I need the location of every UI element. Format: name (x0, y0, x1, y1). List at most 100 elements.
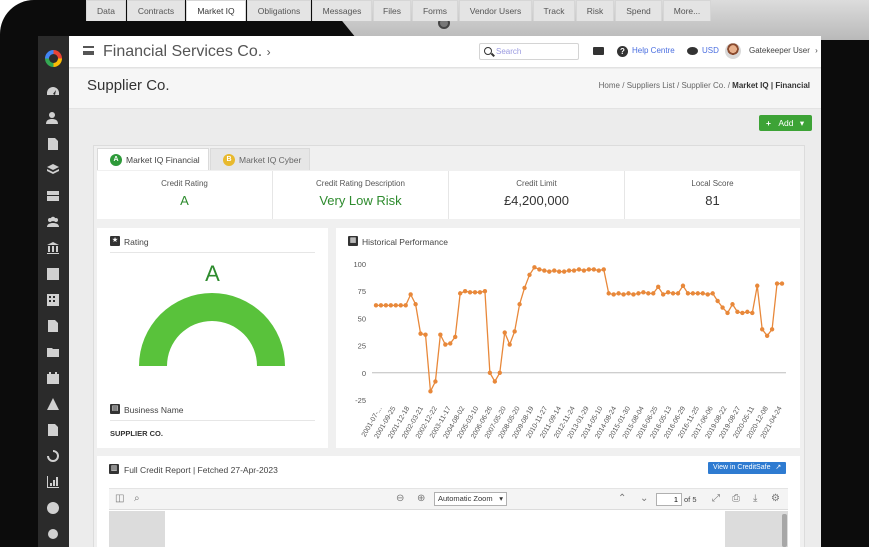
pdf-scrollbar[interactable] (782, 514, 787, 547)
tab-forms[interactable]: Forms (412, 0, 458, 21)
data-point (403, 303, 408, 308)
breadcrumb-suppliers[interactable]: Suppliers List (626, 81, 675, 90)
data-point (423, 332, 428, 337)
divider (110, 420, 315, 421)
data-point (492, 379, 498, 384)
kpi-value: £4,200,000 (503, 193, 570, 208)
bank-icon[interactable] (46, 241, 60, 255)
grid-icon[interactable] (46, 293, 60, 307)
mail-icon[interactable] (593, 47, 604, 55)
view-in-creditsafe-button[interactable]: View in CreditSafe ↗ (708, 462, 786, 474)
data-point (656, 284, 661, 290)
tab-vendor-users[interactable]: Vendor Users (459, 0, 532, 21)
data-point (373, 303, 379, 308)
tab-market-iq[interactable]: Market IQ (186, 0, 246, 21)
tab-track[interactable]: Track (533, 0, 575, 21)
data-point (413, 302, 418, 307)
zoom-out-icon[interactable]: ⊖ (396, 493, 405, 504)
checklist-icon[interactable] (46, 423, 60, 437)
print-icon[interactable]: ⎙ (732, 493, 740, 504)
data-point (685, 291, 691, 296)
gauge-fill (139, 293, 285, 366)
breadcrumb-separator: / (676, 81, 680, 90)
kpi-value: A (180, 193, 189, 208)
dashboard-icon[interactable] (46, 85, 60, 99)
kpi-label: Credit Rating Description (316, 179, 405, 188)
data-point (502, 330, 507, 335)
download-icon[interactable]: ⤓ (753, 493, 758, 504)
tab-obligations[interactable]: Obligations (247, 0, 311, 21)
currency-selector[interactable]: USD (702, 46, 719, 55)
search-icon[interactable]: ⌕ (134, 493, 140, 504)
calendar-icon[interactable] (46, 371, 60, 385)
tab-spend[interactable]: Spend (615, 0, 662, 21)
tab-messages[interactable]: Messages (312, 0, 372, 21)
data-point (675, 291, 681, 296)
rating-badge-b: B (223, 154, 235, 166)
document-icon[interactable] (46, 319, 60, 333)
history-icon[interactable] (46, 449, 60, 463)
warning-icon[interactable] (46, 397, 60, 411)
subtab-market-iq-financial[interactable]: A Market IQ Financial (97, 148, 209, 170)
folder-icon[interactable] (46, 345, 60, 359)
app-logo[interactable] (45, 50, 62, 67)
settings-icon[interactable]: ⚙ (771, 493, 780, 504)
previous-page-icon[interactable]: ⌃ (618, 493, 627, 504)
rating-card: ★ Rating A ▤ Business Name SUPPLIER CO. (97, 228, 328, 448)
search-input[interactable]: Search (479, 43, 579, 60)
kpi-local-score: Local Score 81 (625, 171, 800, 219)
kpi-label: Credit Rating (161, 179, 208, 188)
chevron-down-icon: ▾ (499, 494, 503, 503)
breadcrumb-home[interactable]: Home (598, 81, 620, 90)
currency-icon[interactable] (687, 47, 698, 55)
chevron-right-icon: › (815, 46, 818, 55)
data-point (626, 291, 631, 296)
help-icon[interactable]: ? (617, 46, 628, 57)
tab-more[interactable]: More... (663, 0, 711, 21)
tab-files[interactable]: Files (373, 0, 411, 21)
menu-icon[interactable] (83, 46, 94, 55)
avatar[interactable] (725, 43, 741, 59)
zoom-select[interactable]: Automatic Zoom ▾ (434, 492, 507, 506)
data-point (646, 291, 651, 296)
subtab-label: Market IQ Cyber (239, 155, 302, 165)
fullscreen-icon[interactable]: ⤢ (712, 493, 720, 504)
tab-risk[interactable]: Risk (576, 0, 614, 21)
star-box-icon[interactable] (46, 267, 60, 281)
archive-icon[interactable] (46, 189, 60, 203)
tab-contracts[interactable]: Contracts (127, 0, 185, 21)
data-point (556, 269, 562, 274)
next-page-icon[interactable]: ⌄ (640, 493, 649, 504)
y-tick-label: 100 (353, 260, 366, 269)
divider (110, 252, 315, 253)
chart-icon[interactable] (46, 475, 60, 489)
user-menu[interactable]: Gatekeeper User › (749, 46, 818, 55)
breadcrumb-separator: / (622, 81, 625, 90)
kpi-credit-rating: Credit Rating A (97, 171, 273, 219)
sidebar-toggle-icon[interactable]: ◫ (115, 493, 125, 504)
caret-down-icon: ▾ (799, 118, 805, 128)
settings-icon[interactable] (46, 527, 60, 541)
subtab-market-iq-cyber[interactable]: B Market IQ Cyber (210, 148, 310, 170)
chart-icon: ▦ (348, 236, 358, 246)
page-number-input[interactable]: 1 (656, 493, 682, 506)
contracts-icon[interactable] (46, 137, 60, 151)
add-button[interactable]: + Add ▾ (759, 115, 812, 131)
data-point (566, 268, 572, 273)
help-centre-link[interactable]: Help Centre (632, 46, 675, 55)
breadcrumb-supplier[interactable]: Supplier Co. (681, 81, 726, 90)
data-point (383, 303, 389, 308)
business-card-icon: ▤ (110, 404, 120, 414)
layers-icon[interactable] (46, 163, 60, 177)
kpi-credit-limit: Credit Limit £4,200,000 (449, 171, 625, 219)
data-point (522, 285, 527, 291)
users-icon[interactable] (46, 215, 60, 229)
data-point (448, 341, 453, 346)
suppliers-icon[interactable] (46, 111, 60, 125)
compass-icon[interactable] (46, 501, 60, 515)
company-switcher[interactable]: Financial Services Co. › (103, 43, 271, 61)
data-point (705, 292, 710, 297)
tab-data[interactable]: Data (86, 0, 126, 21)
data-point (472, 290, 478, 295)
zoom-in-icon[interactable]: ⊕ (417, 493, 426, 504)
